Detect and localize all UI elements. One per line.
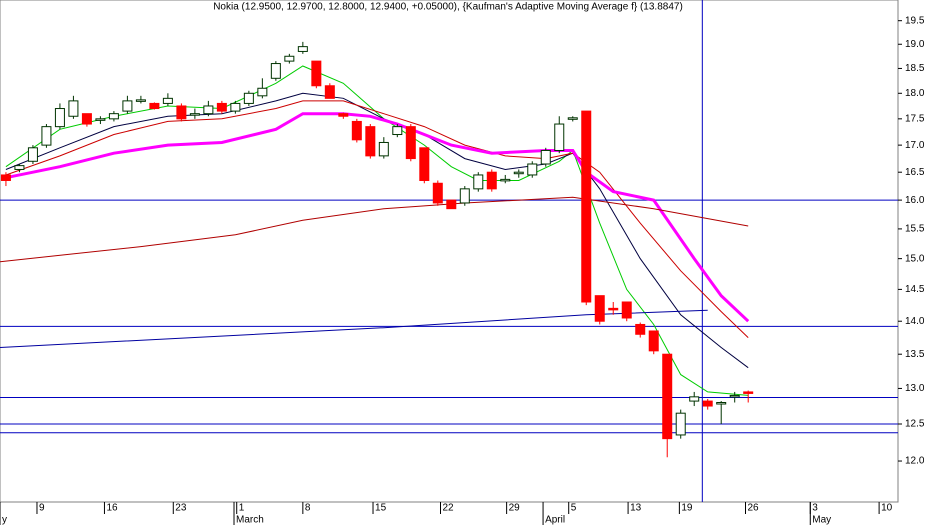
candle-body xyxy=(95,118,106,121)
candle-body xyxy=(135,99,146,102)
candle-body xyxy=(14,165,25,170)
y-tick-label: 17.5 xyxy=(905,113,925,124)
x-tick-label: 9 xyxy=(39,503,45,514)
candle-body xyxy=(635,323,646,335)
candle-body xyxy=(54,108,65,128)
y-tick-label: 18.5 xyxy=(905,63,925,74)
candle-body xyxy=(243,92,254,104)
y-tick-label: 15.5 xyxy=(905,224,925,235)
x-tick-label: 15 xyxy=(375,503,387,514)
candle-body xyxy=(486,171,497,190)
candle-body xyxy=(216,102,227,112)
indicator-line xyxy=(0,196,749,263)
y-tick-label: 13.0 xyxy=(905,383,925,394)
y-tick-label: 13.5 xyxy=(905,349,925,360)
candle-body xyxy=(324,85,335,99)
x-tick-label: 8 xyxy=(305,503,311,514)
candle-body xyxy=(108,113,119,120)
indicator-line xyxy=(5,112,750,323)
x-tick-label: 23 xyxy=(175,503,187,514)
month-label: May xyxy=(812,515,831,525)
candle-body xyxy=(122,100,133,112)
candle-body xyxy=(473,174,484,190)
x-tick-label: 13 xyxy=(630,503,642,514)
candle-body xyxy=(500,178,511,182)
candle-body xyxy=(540,149,551,165)
x-tick-label: 3 xyxy=(812,503,818,514)
candle-body xyxy=(432,182,443,204)
x-tick-label: 10 xyxy=(881,503,893,514)
indicator-line xyxy=(5,100,749,338)
candle-body xyxy=(203,105,214,115)
candle-body xyxy=(675,412,686,436)
candle-body xyxy=(27,147,38,162)
x-tick-label: 5 xyxy=(571,503,577,514)
indicator-line xyxy=(0,309,708,348)
y-tick-label: 14.0 xyxy=(905,316,925,327)
month-label: y xyxy=(2,515,7,525)
candle-body xyxy=(351,120,362,141)
candle-body xyxy=(270,63,281,79)
candle-body xyxy=(41,126,52,146)
month-label: March xyxy=(236,515,264,525)
candle-body xyxy=(149,102,160,110)
x-tick-label: 19 xyxy=(681,503,693,514)
candle-body xyxy=(689,396,700,402)
candle-body xyxy=(68,100,79,117)
candle-body xyxy=(297,46,308,52)
x-tick-label: 16 xyxy=(106,503,118,514)
y-tick-label: 17.0 xyxy=(905,140,925,151)
candle-body xyxy=(513,171,524,175)
candle-body xyxy=(608,307,619,311)
candle-body xyxy=(446,199,457,210)
candle-body xyxy=(0,174,11,181)
candle-body xyxy=(284,55,295,62)
candle-body xyxy=(189,113,200,116)
x-tick-label: 29 xyxy=(509,503,521,514)
month-label: April xyxy=(545,515,565,525)
candle-body xyxy=(176,105,187,120)
y-tick-label: 16.5 xyxy=(905,167,925,178)
candle-body xyxy=(716,401,727,405)
y-tick-label: 18.0 xyxy=(905,88,925,99)
candle-body xyxy=(459,188,470,204)
candle-body xyxy=(338,113,349,117)
candle-body xyxy=(392,126,403,136)
candle-body xyxy=(594,295,605,322)
candle-body xyxy=(162,97,173,104)
y-tick-label: 14.5 xyxy=(905,284,925,295)
candle-body xyxy=(378,141,389,157)
candle-body xyxy=(527,163,538,176)
candle-body xyxy=(581,110,592,303)
candle-body xyxy=(419,147,430,181)
candle-body xyxy=(257,87,268,97)
candle-body xyxy=(311,60,322,87)
candle-body xyxy=(743,391,754,394)
candle-body xyxy=(729,394,740,398)
candle-body xyxy=(621,301,632,319)
y-tick-label: 16.0 xyxy=(905,195,925,206)
candle-body xyxy=(405,126,416,160)
candle-body xyxy=(648,330,659,352)
y-tick-label: 19.5 xyxy=(905,15,925,26)
candle-body xyxy=(230,102,241,112)
candle-body xyxy=(365,126,376,157)
candle-body xyxy=(662,353,673,440)
x-tick-label: 26 xyxy=(747,503,759,514)
chart-title: Nokia (12.9500, 12.9700, 12.8000, 12.940… xyxy=(213,2,683,13)
x-tick-label: 22 xyxy=(442,503,454,514)
candle-body xyxy=(702,400,713,407)
y-tick-label: 12.5 xyxy=(905,419,925,430)
x-tick-label: 1 xyxy=(239,503,245,514)
y-tick-label: 15.0 xyxy=(905,253,925,264)
candle-body xyxy=(567,117,578,120)
candle-body xyxy=(81,113,92,125)
candle-body xyxy=(554,123,565,151)
plot-area xyxy=(0,0,899,503)
y-tick-label: 19.0 xyxy=(905,39,925,50)
y-tick-label: 12.0 xyxy=(905,456,925,467)
